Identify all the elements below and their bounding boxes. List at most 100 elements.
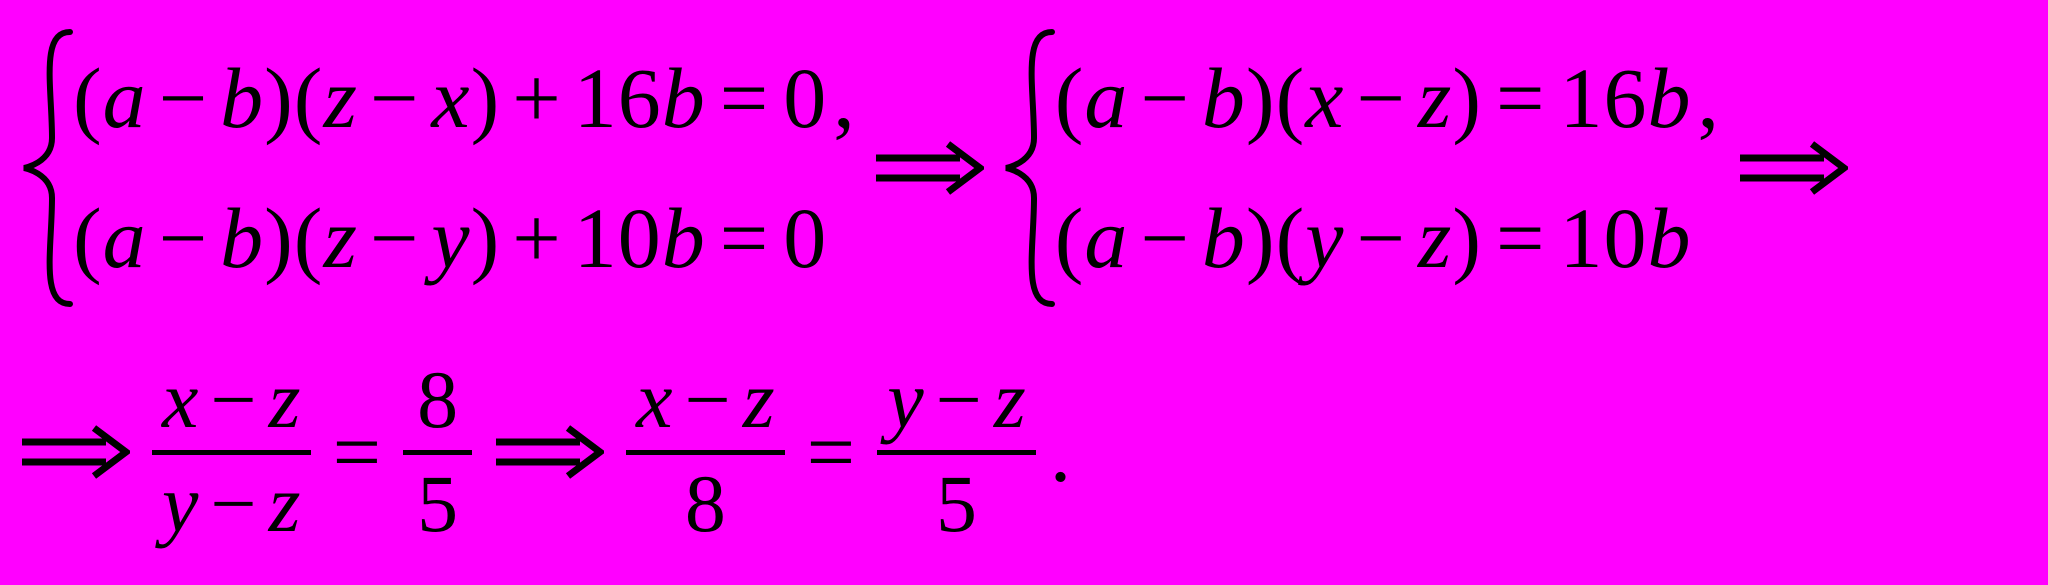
minus: − xyxy=(370,55,420,141)
fraction-bar xyxy=(626,450,785,455)
system-1-eq-1: ( a − b ) ( z − x ) + 16 b = 0 , xyxy=(73,28,856,168)
rparen: ) xyxy=(1452,55,1482,141)
system-1: ( a − b ) ( z − x ) + 16 b = 0 , ( a − xyxy=(73,28,856,308)
coef-16: 16 xyxy=(1560,55,1648,141)
fraction-4: y − z 5 xyxy=(877,357,1036,546)
var-b: b xyxy=(1202,195,1246,281)
var-b: b xyxy=(1648,195,1692,281)
coef-10: 10 xyxy=(1560,195,1648,281)
fraction-1: x − z y − z xyxy=(152,357,311,546)
minus: − xyxy=(159,55,209,141)
lparen: ( xyxy=(1276,55,1306,141)
lparen: ( xyxy=(1276,195,1306,281)
var-y: y xyxy=(887,357,923,443)
fraction-2-num: 8 xyxy=(403,357,472,443)
comma: , xyxy=(833,55,856,141)
var-a: a xyxy=(1084,55,1128,141)
minus: − xyxy=(936,357,982,443)
fraction-3: x − z 8 xyxy=(626,357,785,546)
var-b: b xyxy=(1202,55,1246,141)
var-b: b xyxy=(662,195,706,281)
fraction-3-num: x − z xyxy=(626,357,785,443)
var-z: z xyxy=(269,461,301,547)
lparen: ( xyxy=(73,55,103,141)
lparen: ( xyxy=(73,195,103,281)
row-2: x − z y − z = 8 5 x xyxy=(20,337,1071,567)
rparen: ) xyxy=(471,55,501,141)
minus: − xyxy=(685,357,731,443)
system-2-eq-2: ( a − b ) ( y − z ) = 10 b xyxy=(1055,168,1720,308)
system-2: ( a − b ) ( x − z ) = 16 b , ( a − b ) xyxy=(1055,28,1720,308)
var-z: z xyxy=(743,357,775,443)
var-x: x xyxy=(1305,55,1344,141)
system-2-eq-1: ( a − b ) ( x − z ) = 16 b , xyxy=(1055,28,1720,168)
minus: − xyxy=(1140,195,1190,281)
var-z: z xyxy=(323,55,357,141)
rparen: ) xyxy=(471,195,501,281)
var-x: x xyxy=(162,357,198,443)
var-z: z xyxy=(1418,55,1452,141)
lparen: ( xyxy=(294,55,324,141)
period: . xyxy=(1050,402,1072,502)
minus: − xyxy=(210,357,256,443)
rparen: ) xyxy=(1246,55,1276,141)
equals: = xyxy=(1496,55,1546,141)
var-y: y xyxy=(1305,195,1344,281)
var-x: x xyxy=(431,55,470,141)
plus: + xyxy=(512,195,562,281)
fraction-4-den: 5 xyxy=(926,461,987,547)
var-z: z xyxy=(994,357,1026,443)
rparen: ) xyxy=(1246,195,1276,281)
fraction-1-num: x − z xyxy=(152,357,311,443)
lparen: ( xyxy=(1055,55,1085,141)
implies-arrow-icon xyxy=(494,424,604,480)
equals: = xyxy=(1496,195,1546,281)
var-b: b xyxy=(220,195,264,281)
var-b: b xyxy=(1648,55,1692,141)
minus: − xyxy=(1140,55,1190,141)
var-a: a xyxy=(1084,195,1128,281)
math-container: ( a − b ) ( z − x ) + 16 b = 0 , ( a − xyxy=(20,0,2028,585)
minus: − xyxy=(370,195,420,281)
plus: + xyxy=(512,55,562,141)
minus: − xyxy=(159,195,209,281)
var-a: a xyxy=(103,195,147,281)
implies-arrow-icon xyxy=(874,140,984,196)
fraction-1-den: y − z xyxy=(152,461,311,547)
equals: = xyxy=(807,402,856,502)
left-brace-2 xyxy=(1002,28,1057,308)
var-a: a xyxy=(103,55,147,141)
comma: , xyxy=(1698,55,1721,141)
var-x: x xyxy=(636,357,672,443)
fraction-bar xyxy=(403,450,472,455)
var-z: z xyxy=(1418,195,1452,281)
rparen: ) xyxy=(1452,195,1482,281)
row-1: ( a − b ) ( z − x ) + 16 b = 0 , ( a − xyxy=(20,18,1866,318)
fraction-2-den: 5 xyxy=(403,461,472,547)
left-brace-1 xyxy=(20,28,75,308)
system-1-eq-2: ( a − b ) ( z − y ) + 10 b = 0 xyxy=(73,168,856,308)
equals: = xyxy=(333,402,382,502)
fraction-4-num: y − z xyxy=(877,357,1036,443)
var-b: b xyxy=(220,55,264,141)
fraction-3-den: 8 xyxy=(675,461,736,547)
rparen: ) xyxy=(264,55,294,141)
fraction-2: 8 5 xyxy=(403,357,472,546)
var-y: y xyxy=(431,195,470,281)
var-y: y xyxy=(162,461,198,547)
minus: − xyxy=(210,461,256,547)
equals: = xyxy=(720,55,770,141)
implies-arrow-icon xyxy=(1738,140,1848,196)
zero: 0 xyxy=(783,195,827,281)
var-z: z xyxy=(269,357,301,443)
zero: 0 xyxy=(783,55,827,141)
coef-10: 10 xyxy=(574,195,662,281)
minus: − xyxy=(1356,55,1406,141)
fraction-bar xyxy=(152,450,311,455)
coef-16: 16 xyxy=(574,55,662,141)
lparen: ( xyxy=(1055,195,1085,281)
var-z: z xyxy=(323,195,357,281)
implies-arrow-icon xyxy=(20,424,130,480)
minus: − xyxy=(1356,195,1406,281)
fraction-bar xyxy=(877,450,1036,455)
